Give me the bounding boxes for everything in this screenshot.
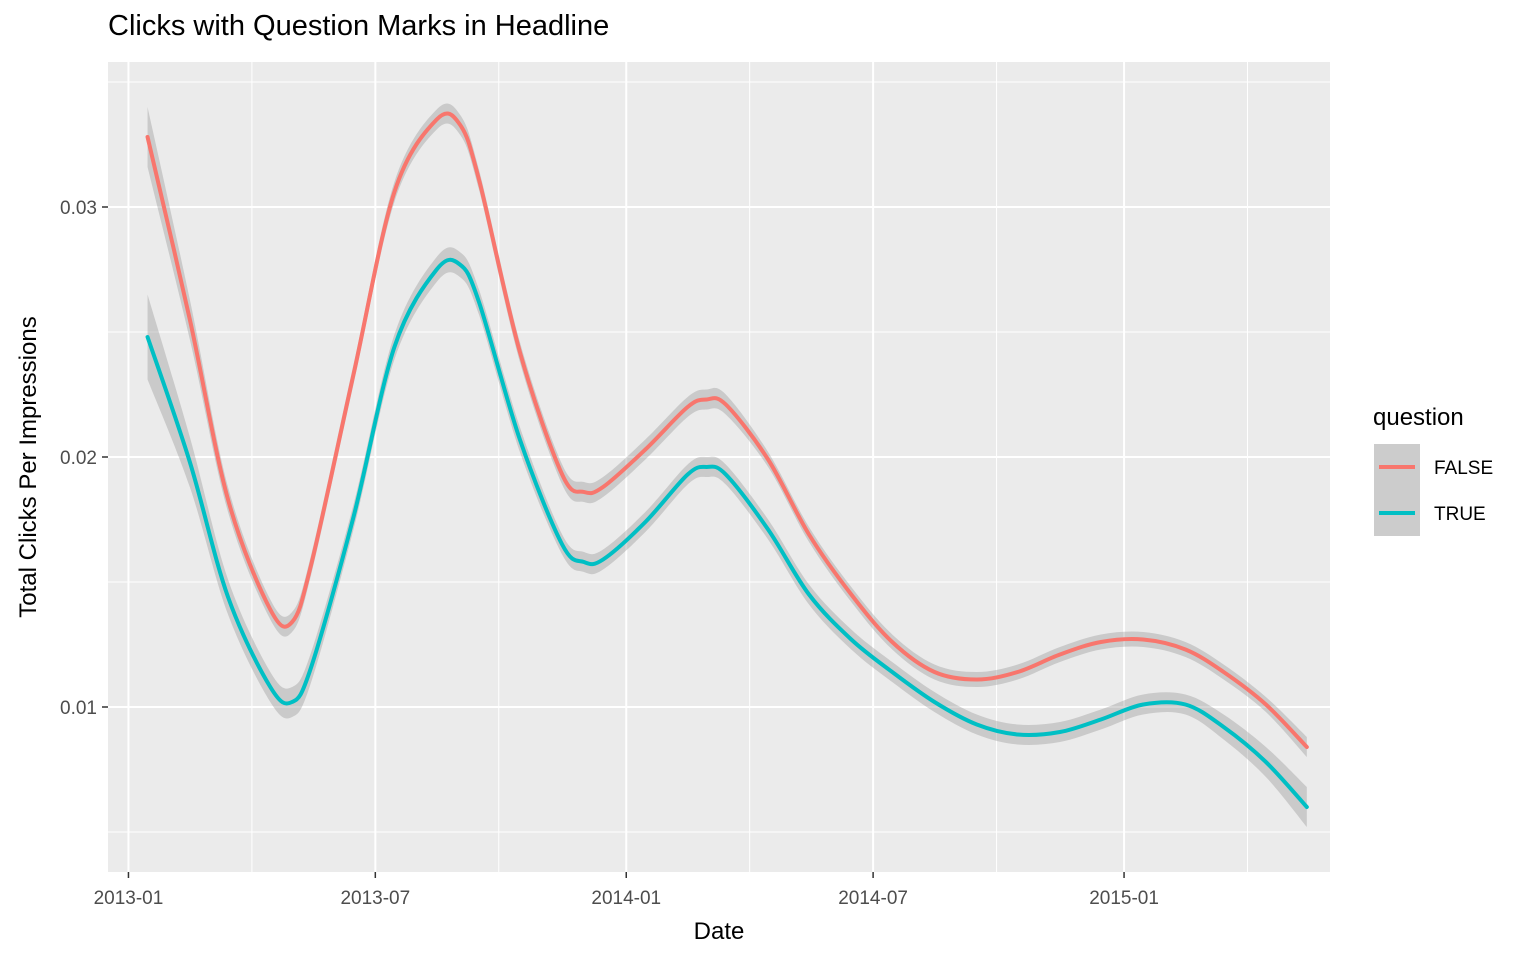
y-tick-label: 0.01 (60, 698, 97, 719)
minor-gridlines (108, 62, 1330, 872)
x-tick-label: 2013-07 (340, 888, 410, 909)
x-axis: 2013-01 2013-07 2014-01 2014-07 2015-01 (94, 872, 1159, 909)
x-tick-label: 2014-07 (838, 888, 908, 909)
x-axis-title: Date (694, 918, 745, 945)
legend: question FALSE TRUE (1373, 404, 1493, 536)
y-axis: 0.01 0.02 0.03 (60, 198, 108, 719)
legend-title: question (1373, 404, 1464, 431)
x-tick-label: 2013-01 (94, 888, 164, 909)
series-line-true (145, 257, 1309, 809)
series-lines (145, 111, 1309, 809)
x-tick-label: 2014-01 (591, 888, 661, 909)
y-axis-title: Total Clicks Per Impressions (15, 316, 42, 617)
major-gridlines (108, 62, 1330, 872)
x-tick-label: 2015-01 (1089, 888, 1159, 909)
y-tick-label: 0.02 (60, 448, 97, 469)
legend-label-false: FALSE (1434, 458, 1493, 479)
legend-label-true: TRUE (1434, 504, 1486, 525)
y-tick-label: 0.03 (60, 198, 97, 219)
chart-title: Clicks with Question Marks in Headline (108, 10, 610, 42)
series-line-false (145, 111, 1309, 749)
